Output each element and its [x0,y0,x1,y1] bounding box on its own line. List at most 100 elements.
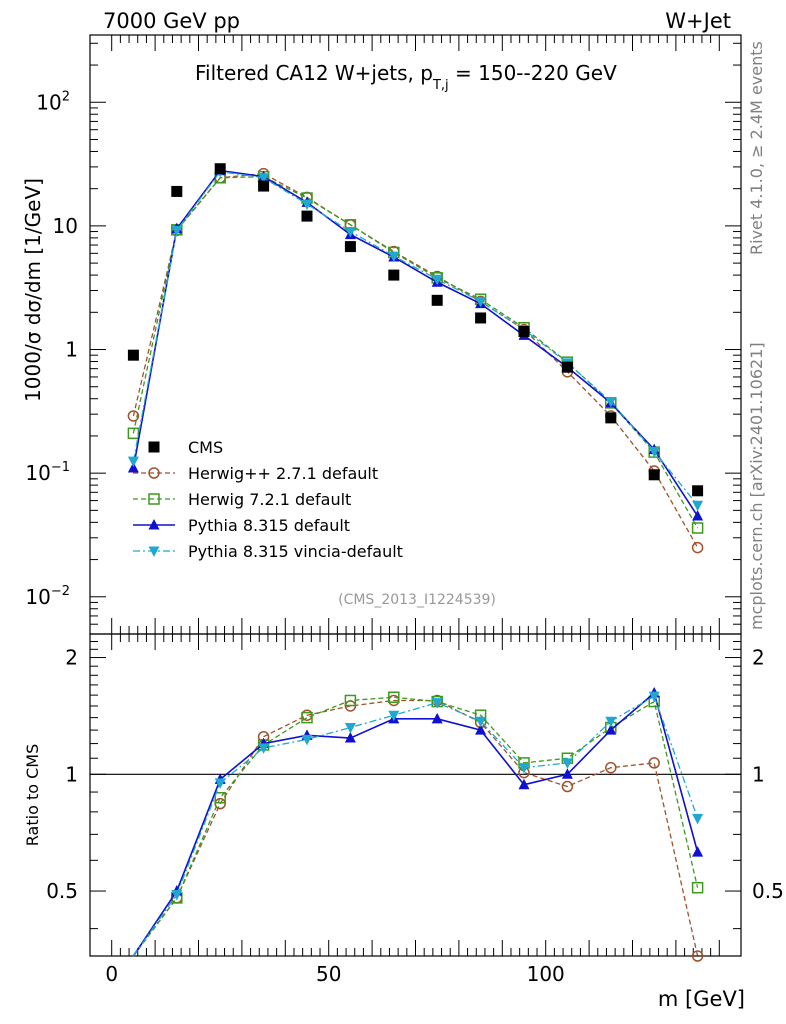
ratio-y-axis-title: Ratio to CMS [23,744,42,846]
ratio-line-vincia [132,695,699,957]
main-line-pythia [132,169,699,517]
main-point-herwigpp [691,541,704,554]
legend-marker-vincia [148,546,160,557]
main-point-cms [561,361,573,373]
x-tick-label: 100 [527,962,565,986]
ratio-point-vincia [344,723,356,734]
ratio-point-vincia [258,743,270,754]
legend-label-herwig7: Herwig 7.2.1 default [188,490,351,509]
ratio-point-herwigpp [605,761,617,774]
ratio-point-herwig7 [691,881,704,894]
legend-marker-cms [148,441,160,453]
x-tick-label: 0 [105,962,118,986]
ratio-line-pythia [132,691,699,957]
analysis-id: (CMS_2013_I1224539) [338,592,496,608]
ratio-point-pythia [605,724,617,735]
main-point-cms [171,185,183,197]
main-series-group [127,163,704,554]
ratio-point-pythia [475,724,487,735]
ratio-point-herwigpp [648,757,660,769]
legend-label-vincia: Pythia 8.315 vincia-default [188,542,403,561]
main-point-cms [258,180,270,192]
ratio-line-herwigpp [132,699,699,957]
main-point-herwigpp [127,410,140,422]
ratio-y-tick-label-right: 1 [752,762,765,786]
main-point-cms [475,312,487,324]
main-point-cms [518,325,530,337]
y-tick-label: 102 [36,89,70,114]
main-point-vincia [388,251,400,263]
x-tick-label: 50 [316,962,341,986]
legend: CMS Herwig++ 2.7.1 default Herwig 7.2.1 de… [133,438,403,561]
ratio-point-vincia [648,691,660,703]
ratio-point-vincia [214,778,226,789]
ratio-point-herwig7 [301,711,313,724]
main-point-cms [127,349,139,361]
ratio-y-tick-label: 2 [65,646,78,670]
y-tick-label: 1 [65,338,78,362]
main-point-herwig7 [127,427,140,440]
ratio-point-pythia [431,712,443,724]
legend-marker-herwig7 [148,493,160,505]
main-point-vincia [258,173,270,184]
legend-marker-pythia [148,519,160,530]
main-point-vincia [431,274,443,286]
main-point-vincia [692,500,704,512]
ratio-point-herwigpp [691,950,704,962]
ratio-y-tick-label: 0.5 [46,879,78,903]
x-axis-title: m [GeV] [658,987,745,1011]
main-point-pythia [692,510,704,521]
main-point-cms [605,412,617,424]
main-point-cms [431,294,443,306]
legend-marker-herwigpp [148,467,160,479]
ratio-line-herwig7 [132,696,699,957]
main-point-cms [388,269,400,281]
main-point-vincia [171,225,183,237]
main-line-herwig7 [132,176,699,529]
main-point-cms [301,210,313,222]
y-tick-label: 10−1 [25,460,70,485]
ratio-y-tick-label-right: 2 [752,646,765,670]
main-point-vincia [127,456,139,468]
main-point-cms [648,469,660,481]
main-point-herwig7 [691,522,704,534]
y-tick-label: 10 [53,214,78,238]
ratio-point-pythia [561,768,573,779]
legend-label-pythia: Pythia 8.315 default [188,516,350,535]
ratio-point-vincia [605,716,617,728]
main-line-vincia [132,170,699,506]
ratio-point-vincia [431,698,443,709]
main-point-vincia [648,446,660,458]
ratio-point-pythia [344,732,356,743]
energy-label: 7000 GeV pp [103,9,240,33]
ratio-point-pythia [518,778,530,790]
ratio-point-herwig7 [214,791,226,804]
main-y-axis-title: 1000/σ dσ/dm [1/GeV] [21,178,45,402]
svg-text:Filtered CA12 W+jets, pT,j = 1: Filtered CA12 W+jets, pT,j = 150--220 Ge… [195,61,617,93]
ratio-point-herwig7 [388,691,400,703]
ratio-point-pythia [692,846,704,857]
ratio-point-vincia [561,758,573,769]
main-point-cms [214,163,226,175]
main-point-vincia [301,199,313,211]
process-label: W+Jet [665,9,731,33]
main-point-vincia [605,396,617,408]
ratio-series-group [132,687,704,962]
legend-label-cms: CMS [188,438,223,457]
ratio-point-herwig7 [344,694,357,707]
mcplots-label: mcplots.cern.ch [arXiv:2401.10621] [747,342,766,630]
rivet-version-label: Rivet 4.1.0, ≥ 2.4M events [747,41,766,255]
main-axis-ticks: 10−2 10−1 1 10 102 [25,35,741,956]
ratio-point-vincia [518,763,530,774]
ratio-y-tick-label-right: 0.5 [752,879,784,903]
ratio-point-vincia [171,889,183,901]
ratio-point-vincia [301,734,313,746]
x-tick-labels: 0 50 100 [105,962,564,986]
main-point-vincia [344,227,356,238]
ratio-point-vincia [475,716,487,728]
main-point-cms [692,485,704,497]
ratio-point-vincia [388,710,400,722]
legend-label-herwigpp: Herwig++ 2.7.1 default [188,464,378,483]
ratio-point-vincia [692,813,704,825]
